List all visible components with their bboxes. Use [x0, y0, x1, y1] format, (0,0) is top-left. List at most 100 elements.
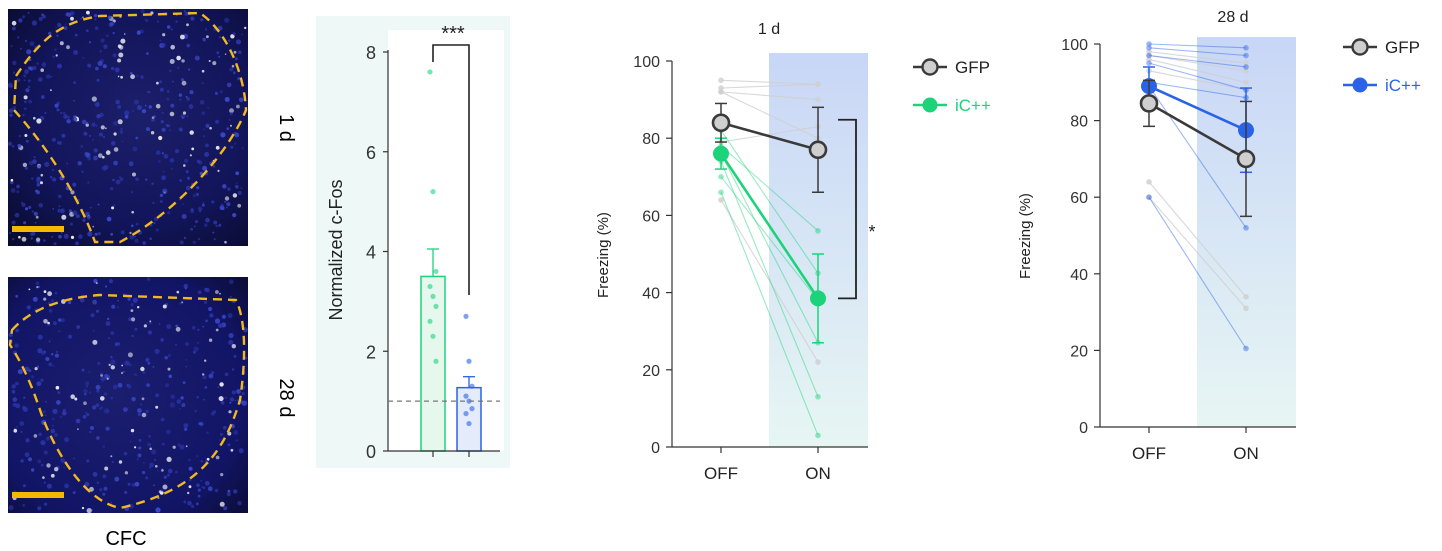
cell-dot	[41, 62, 47, 67]
cell-dot	[193, 350, 196, 354]
region-outline-1d	[12, 11, 248, 244]
individual-line	[720, 91, 819, 101]
cell-dot	[36, 381, 42, 387]
cell-dot	[127, 482, 131, 486]
cell-dot	[108, 337, 111, 340]
cell-dot	[48, 308, 53, 313]
cell-dot	[66, 119, 71, 124]
cell-dot	[72, 182, 77, 187]
row-label-1d: 1 d	[275, 114, 297, 142]
cell-dot	[100, 374, 103, 377]
cell-dot	[172, 445, 176, 449]
cell-dot	[56, 108, 60, 112]
data-point	[433, 358, 439, 364]
cell-dot	[58, 234, 62, 239]
cell-dot	[24, 39, 28, 43]
cell-dot	[230, 145, 234, 149]
cfos-bar-chart: 0 2 4 6 8 Normalized c-Fos ***	[316, 16, 510, 468]
cell-dot	[114, 476, 120, 482]
cell-dot	[179, 302, 182, 305]
cell-dot	[95, 403, 100, 408]
data-point	[463, 313, 469, 319]
cell-dot	[219, 382, 224, 387]
cell-dot	[73, 50, 78, 55]
cell-dot	[230, 112, 233, 116]
cell-dot	[185, 365, 187, 368]
cell-dot	[88, 391, 92, 394]
cell-dot	[129, 503, 134, 509]
cell-dot	[69, 222, 73, 226]
cell-dot	[12, 71, 16, 74]
cell-dot	[187, 491, 190, 495]
legend-swatch-marker	[1351, 38, 1369, 56]
cell-dot	[27, 457, 33, 462]
cell-dot	[147, 361, 151, 365]
y-tick-label: 0	[1079, 420, 1088, 437]
cell-dot	[162, 33, 166, 37]
cell-dot	[46, 463, 51, 468]
cell-dot	[97, 60, 103, 66]
cell-dot	[244, 26, 247, 30]
y-tick-label: 80	[1070, 114, 1088, 131]
cell-dot	[113, 160, 118, 166]
cell-dot	[201, 203, 205, 207]
cell-dot	[104, 408, 110, 414]
cell-dot	[85, 152, 91, 158]
cell-dot	[57, 63, 62, 69]
cell-dot	[231, 390, 236, 395]
cell-dot	[193, 225, 196, 228]
chart-title: 1 d	[758, 21, 780, 38]
cell-dot	[224, 372, 229, 377]
cell-dot	[117, 382, 123, 388]
cell-dot	[77, 428, 79, 431]
individual-line	[1148, 58, 1247, 83]
cell-dot	[110, 232, 114, 236]
cell-dot	[196, 455, 199, 458]
individual-line	[720, 145, 819, 232]
cell-dot	[44, 111, 47, 115]
cell-dot	[156, 20, 159, 23]
cell-dot	[133, 373, 136, 376]
cell-dot	[36, 237, 41, 242]
cell-dot	[136, 458, 139, 461]
cell-dot	[100, 376, 106, 382]
cell-dot	[75, 418, 81, 424]
cell-dot	[202, 325, 204, 328]
cell-dot	[58, 141, 62, 145]
cell-dot	[169, 158, 175, 163]
cell-dot	[126, 383, 130, 387]
cell-dot	[206, 35, 209, 39]
cell-dot	[63, 233, 69, 239]
cell-dot	[112, 53, 117, 58]
cell-dot	[153, 221, 156, 225]
cell-dot	[40, 181, 43, 185]
mean-point	[713, 145, 729, 162]
cell-dot	[146, 383, 150, 387]
cell-dot	[82, 16, 84, 19]
cell-dot	[54, 467, 59, 472]
cell-dot	[44, 502, 48, 506]
cell-dot	[135, 136, 139, 140]
cell-dot	[145, 409, 149, 413]
cell-dot	[62, 410, 67, 416]
cell-dot	[181, 80, 187, 86]
cell-dot	[179, 408, 181, 410]
cell-dot	[22, 113, 25, 117]
cell-dot	[202, 165, 208, 171]
cell-dot	[37, 348, 43, 354]
cell-dot	[205, 28, 208, 31]
cell-dot	[191, 325, 196, 330]
cell-dot	[224, 53, 227, 55]
cell-dot	[208, 60, 211, 62]
cell-dot	[154, 217, 158, 221]
cell-dot	[64, 483, 69, 489]
cell-dot	[131, 433, 134, 436]
cell-dot	[190, 16, 195, 21]
cell-dot	[134, 238, 139, 243]
cell-dot	[207, 486, 213, 492]
cell-dot	[237, 203, 242, 208]
significance-label: ***	[441, 23, 465, 45]
cell-dot	[105, 150, 111, 155]
cell-dot	[220, 132, 226, 138]
cell-dot	[96, 309, 99, 313]
